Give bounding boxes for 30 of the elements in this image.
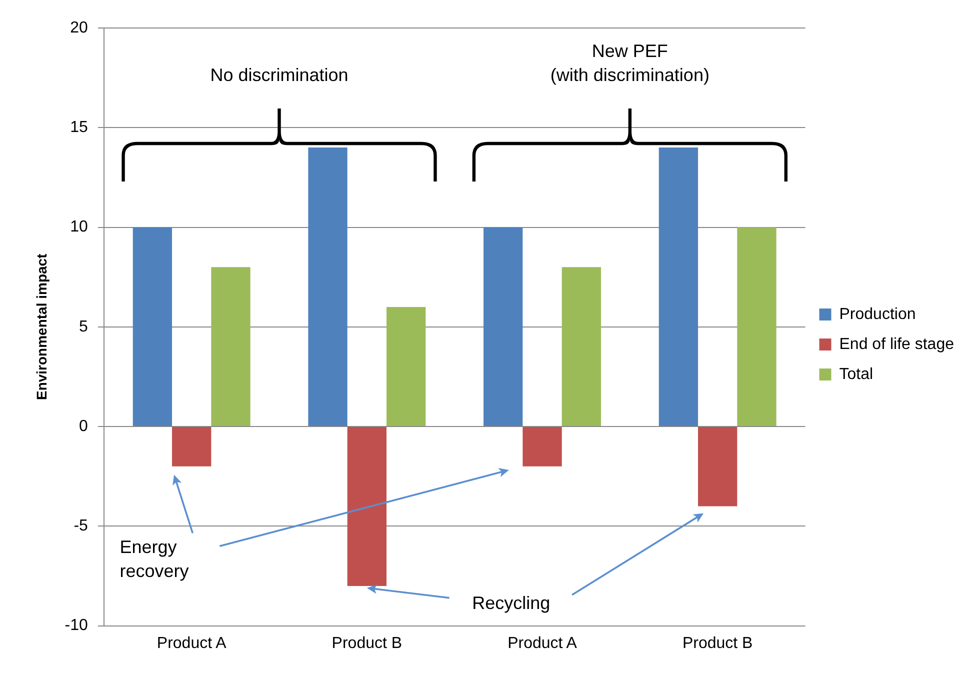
- x-tick-label: Product B: [332, 634, 402, 652]
- bar: [308, 148, 348, 426]
- y-tick-label: 20: [70, 19, 88, 36]
- bar: [658, 148, 698, 426]
- bar: [698, 427, 738, 506]
- bar: [562, 267, 601, 426]
- y-tick-label: -10: [64, 617, 88, 634]
- x-tick-label: Product A: [508, 634, 578, 652]
- annotation: Energy recovery: [120, 537, 189, 582]
- y-tick-label: -5: [74, 518, 88, 535]
- legend-label: End of life stage: [839, 336, 954, 353]
- x-tick-label: Product B: [682, 634, 753, 652]
- bar: [172, 427, 212, 466]
- bar: [737, 227, 776, 426]
- legend-label: Total: [839, 366, 874, 383]
- legend-label: Production: [839, 306, 916, 323]
- bar: [386, 306, 426, 426]
- y-tick-label: 0: [79, 418, 88, 435]
- y-tick-label: 5: [79, 318, 88, 336]
- bar: [211, 267, 250, 426]
- bar: [484, 227, 523, 426]
- annotation: No discrimination: [210, 64, 348, 85]
- y-tick-label: 10: [70, 218, 88, 236]
- bar: [132, 227, 172, 426]
- x-tick-label: Product A: [156, 634, 227, 652]
- bar: [522, 427, 562, 466]
- annotation: New PEF (with discrimination): [550, 40, 710, 85]
- y-tick-label: 15: [70, 119, 88, 136]
- annotation: Recycling: [472, 592, 550, 613]
- y-axis-title: Environmental impact: [33, 253, 50, 400]
